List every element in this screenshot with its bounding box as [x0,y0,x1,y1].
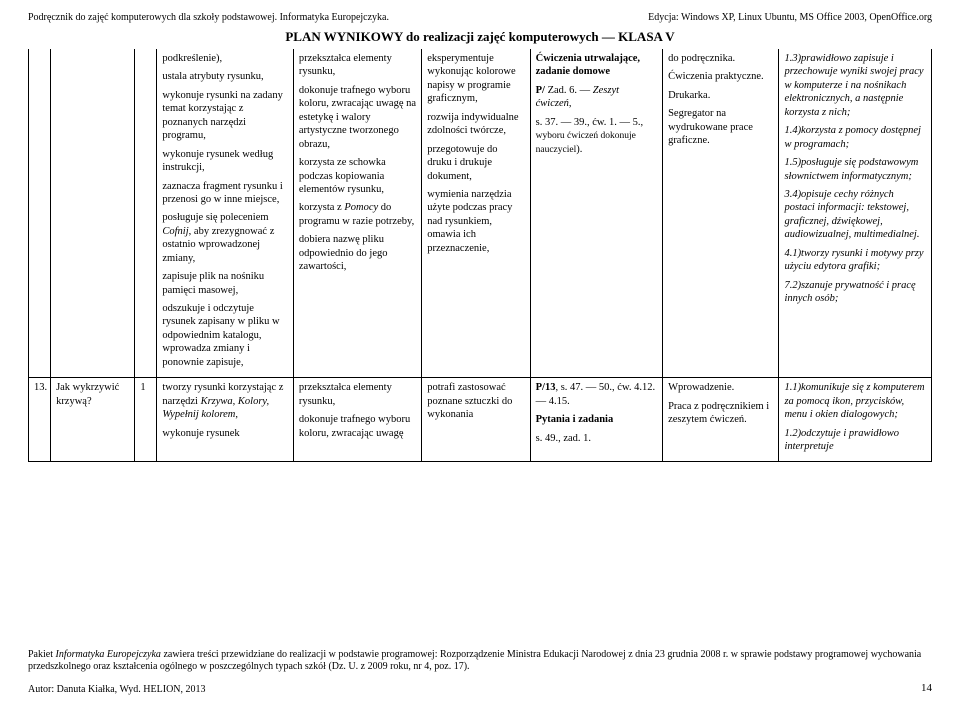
cell-col-e: Wprowadzenie. Praca z podręcznikiem i ze… [663,378,779,462]
cell-topic [51,49,135,378]
cell-num: 13. [29,378,51,462]
text: P/13, s. 47. — 50., ćw. 4.12. — 4.15. [536,381,657,408]
header-right: Edycja: Windows XP, Linux Ubuntu, MS Off… [648,12,932,23]
text: wykonuje rysunki na zadany temat korzyst… [162,89,287,143]
cell-hours [135,49,157,378]
text: Wprowadzenie. [668,381,773,394]
text: zawiera treści przewidziane do realizacj… [28,649,921,673]
cell-num [29,49,51,378]
text: , [235,409,238,420]
text: Drukarka. [668,89,773,102]
text: ustala atrybuty rysunku, [162,70,287,83]
text-small: wyboru ćwiczeń dokonuje nauczyciel [536,131,636,154]
footer-note: Pakiet Informatyka Europejczyka zawiera … [28,649,932,674]
text-italic: Cofnij [162,226,188,237]
cell-topic: Jak wykrzywić krzywą? [51,378,135,462]
text: ). [576,144,582,155]
text-bold: Pytania i zadania [536,413,657,426]
text: dobiera nazwę pliku odpowiednio do jego … [299,233,416,273]
text-italic: 1.1)komunikuje się z komputerem za pomoc… [784,381,926,421]
text: potrafi zastosować poznane sztuczki do w… [427,381,524,421]
text: odszukuje i odczytuje rysunek zapisany w… [162,302,287,369]
text: posługuje się poleceniem Cofnij, aby zre… [162,211,287,265]
text: przekształca elementy rysunku, [299,52,416,79]
text: do podręcznika. [668,52,773,65]
text: dokonuje trafnego wyboru koloru, zwracaj… [299,413,416,440]
text: rozwija indywidualne zdolności twórcze, [427,111,524,138]
text: eksperymentuje wykonując kolorowe napisy… [427,52,524,106]
text: wykonuje rysunek [162,427,287,440]
text-italic: 7.2)szanuje prywatność i pracę innych os… [784,279,926,306]
curriculum-table: podkreślenie), ustala atrybuty rysunku, … [28,49,932,462]
text: Praca z podręcznikiem i zeszytem ćwiczeń… [668,400,773,427]
text: korzysta ze schowka podczas kopiowania e… [299,156,416,196]
text-italic: 3.4)opisuje cechy różnych postaci inform… [784,188,926,242]
text: przegotowuje do druku i drukuje dokument… [427,143,524,183]
cell-col-a: tworzy rysunki korzystając z narzędzi Kr… [157,378,293,462]
cell-col-c: eksperymentuje wykonując kolorowe napisy… [422,49,530,378]
page-number: 14 [921,682,932,696]
text: przekształca elementy rysunku, [299,381,416,408]
text: Segregator na wydrukowane prace graficzn… [668,107,773,147]
text-italic: Pomocy [344,202,378,213]
text-italic: 1.2)odczytuje i prawidłowo interpretuje [784,427,926,454]
cell-col-e: do podręcznika. Ćwiczenia praktyczne. Dr… [663,49,779,378]
table-row: podkreślenie), ustala atrybuty rysunku, … [29,49,932,378]
cell-col-d: P/13, s. 47. — 50., ćw. 4.12. — 4.15. Py… [530,378,662,462]
text-italic: 1.3)prawidłowo zapisuje i przechowuje wy… [784,52,926,119]
cell-col-f: 1.3)prawidłowo zapisuje i przechowuje wy… [779,49,932,378]
text-italic: Informatyka Europejczyka [56,649,161,660]
text: s. 37. — 39., ćw. 1. — 5., [536,117,644,128]
text: , [569,98,572,109]
cell-col-a: podkreślenie), ustala atrybuty rysunku, … [157,49,293,378]
cell-col-b: przekształca elementy rysunku, dokonuje … [293,49,421,378]
text: s. 49., zad. 1. [536,432,657,445]
text: posługuje się poleceniem [162,212,268,223]
cell-hours: 1 [135,378,157,462]
text-bold: P/13 [536,382,556,393]
text: wymienia narzędzia użyte podczas pracy n… [427,188,524,255]
page-footer: Pakiet Informatyka Europejczyka zawiera … [28,649,932,697]
text: Zad. 6. — [545,85,593,96]
header-left: Podręcznik do zajęć komputerowych dla sz… [28,12,389,23]
table-row: 13. Jak wykrzywić krzywą? 1 tworzy rysun… [29,378,932,462]
text: dokonuje trafnego wyboru koloru, zwracaj… [299,84,416,151]
text: korzysta z Pomocy do programu w razie po… [299,201,416,228]
text: zaznacza fragment rysunku i przenosi go … [162,180,287,207]
text: tworzy rysunki korzystając z narzędzi Kr… [162,381,287,421]
text: P/ Zad. 6. — Zeszyt ćwiczeń, [536,84,657,111]
cell-col-d: Ćwiczenia utrwalające, zadanie domowe P/… [530,49,662,378]
text-italic: 4.1)tworzy rysunki i motywy przy użyciu … [784,247,926,274]
text: s. 37. — 39., ćw. 1. — 5., wyboru ćwicze… [536,116,657,156]
text-italic: 1.5)posługuje się podstawowym słownictwe… [784,156,926,183]
text: korzysta z [299,202,344,213]
cell-col-f: 1.1)komunikuje się z komputerem za pomoc… [779,378,932,462]
text-bold: Ćwiczenia utrwalające, zadanie domowe [536,52,657,79]
text: Pakiet [28,649,56,660]
plan-title: PLAN WYNIKOWY do realizacji zajęć komput… [28,29,932,45]
text: Ćwiczenia praktyczne. [668,70,773,83]
page-header: Podręcznik do zajęć komputerowych dla sz… [28,12,932,23]
text: wykonuje rysunek według instrukcji, [162,148,287,175]
cell-col-b: przekształca elementy rysunku, dokonuje … [293,378,421,462]
cell-col-c: potrafi zastosować poznane sztuczki do w… [422,378,530,462]
text: zapisuje plik na nośniku pamięci masowej… [162,270,287,297]
text-italic: 1.4)korzysta z pomocy dostępnej w progra… [784,124,926,151]
footer-author: Autor: Danuta Kiałka, Wyd. HELION, 2013 [28,684,932,697]
text: podkreślenie), [162,52,287,65]
text-bold: P/ [536,85,545,96]
